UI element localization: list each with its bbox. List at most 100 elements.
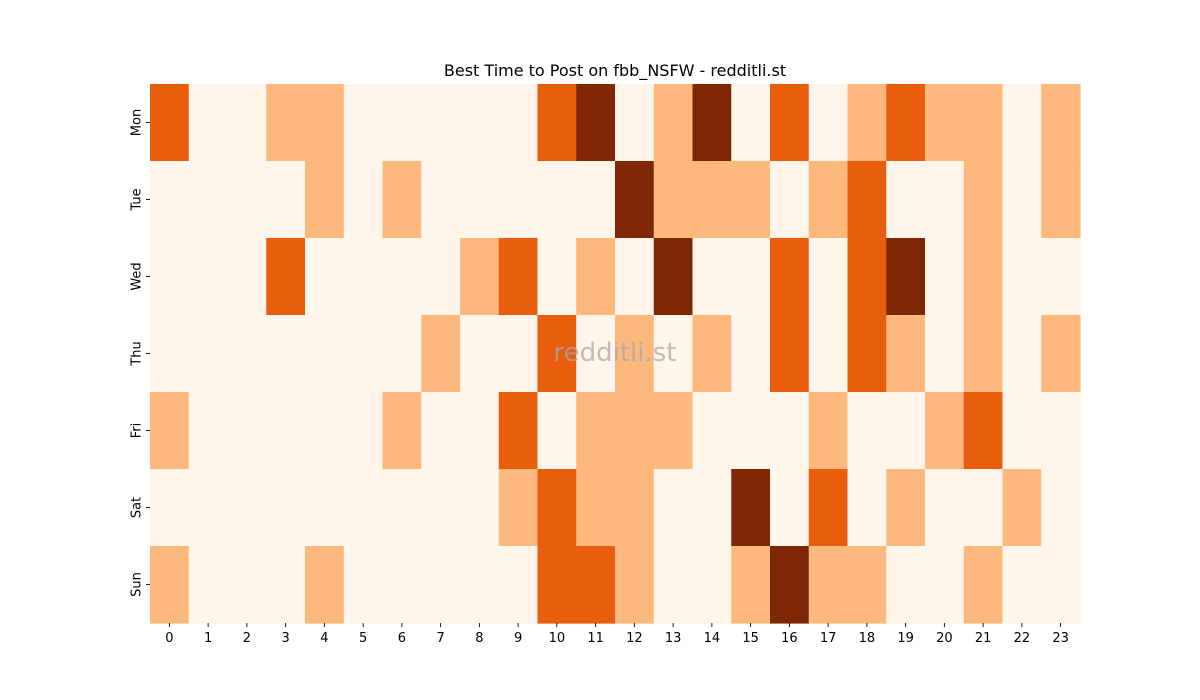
heatmap-cell-fri-18 bbox=[847, 392, 887, 470]
x-tick-label: 18 bbox=[859, 631, 876, 646]
heatmap-cell-mon-18 bbox=[847, 84, 887, 162]
heatmap-cell-tue-19 bbox=[886, 161, 926, 239]
y-tick-label: Tue bbox=[130, 188, 145, 211]
chart-title: Best Time to Post on fbb_NSFW - redditli… bbox=[444, 61, 786, 81]
heatmap-cell-tue-15 bbox=[731, 161, 771, 239]
heatmap-cell-wed-23 bbox=[1041, 238, 1081, 316]
heatmap-cell-wed-0 bbox=[150, 238, 190, 316]
x-axis: 0 1 2 3 4 5 6 7 8 9 10 11 12 13 14 15 16 17 18 19 20 21 22 23 bbox=[165, 623, 1069, 646]
heatmap-cell-sun-11 bbox=[576, 546, 616, 624]
x-tick-label: 11 bbox=[587, 631, 604, 646]
heatmap-cell-sat-11 bbox=[576, 469, 616, 547]
heatmap-cell-thu-3 bbox=[266, 315, 306, 393]
heatmap-cell-mon-4 bbox=[305, 84, 345, 162]
heatmap-cell-wed-21 bbox=[963, 238, 1004, 316]
heatmap-cell-tue-7 bbox=[421, 161, 461, 239]
heatmap-cell-thu-7 bbox=[421, 315, 461, 393]
heatmap-cell-wed-2 bbox=[227, 238, 267, 316]
heatmap-cell-sun-10 bbox=[537, 546, 577, 624]
x-tick-label: 4 bbox=[320, 631, 328, 646]
heatmap-cell-wed-9 bbox=[498, 238, 539, 316]
heatmap-cell-sun-21 bbox=[963, 546, 1004, 624]
heatmap-cell-fri-12 bbox=[615, 392, 655, 470]
heatmap-cell-sun-13 bbox=[653, 546, 694, 624]
x-tick-label: 1 bbox=[204, 631, 212, 646]
x-tick-label: 15 bbox=[742, 631, 759, 646]
heatmap-cell-tue-6 bbox=[382, 161, 422, 239]
heatmap-cell-sat-17 bbox=[808, 469, 849, 547]
heatmap-cell-mon-19 bbox=[886, 84, 926, 162]
heatmap-cell-mon-14 bbox=[692, 84, 732, 162]
heatmap-cell-fri-1 bbox=[188, 392, 229, 470]
heatmap-cell-fri-4 bbox=[305, 392, 345, 470]
heatmap-cell-sun-20 bbox=[925, 546, 965, 624]
heatmap-cell-tue-5 bbox=[343, 161, 384, 239]
heatmap-cell-fri-13 bbox=[653, 392, 694, 470]
heatmap-cell-thu-4 bbox=[305, 315, 345, 393]
heatmap-cell-mon-15 bbox=[731, 84, 771, 162]
heatmap-cell-mon-6 bbox=[382, 84, 422, 162]
heatmap-cell-sun-8 bbox=[460, 546, 500, 624]
heatmap-cell-mon-17 bbox=[808, 84, 849, 162]
heatmap-cell-fri-8 bbox=[460, 392, 500, 470]
heatmap-cell-tue-16 bbox=[770, 161, 810, 239]
heatmap-cell-tue-23 bbox=[1041, 161, 1081, 239]
heatmap-cell-tue-9 bbox=[498, 161, 539, 239]
heatmap-cell-thu-12 bbox=[615, 315, 655, 393]
heatmap-cell-sun-9 bbox=[498, 546, 539, 624]
x-tick-label: 0 bbox=[165, 631, 173, 646]
heatmap-cell-sun-12 bbox=[615, 546, 655, 624]
heatmap-cell-thu-2 bbox=[227, 315, 267, 393]
heatmap-cell-sun-2 bbox=[227, 546, 267, 624]
heatmap-cell-thu-23 bbox=[1041, 315, 1081, 393]
heatmap-cell-sat-9 bbox=[498, 469, 539, 547]
heatmap-cell-thu-22 bbox=[1002, 315, 1042, 393]
heatmap-cell-sat-19 bbox=[886, 469, 926, 547]
heatmap-cell-wed-12 bbox=[615, 238, 655, 316]
heatmap-cell-sat-3 bbox=[266, 469, 306, 547]
heatmap-cell-mon-22 bbox=[1002, 84, 1042, 162]
heatmap-cell-tue-8 bbox=[460, 161, 500, 239]
heatmap-cell-sat-5 bbox=[343, 469, 384, 547]
heatmap-cell-thu-6 bbox=[382, 315, 422, 393]
heatmap-cell-fri-22 bbox=[1002, 392, 1042, 470]
watermark: redditli.st bbox=[554, 338, 677, 368]
heatmap-cell-tue-0 bbox=[150, 161, 190, 239]
heatmap-cell-thu-16 bbox=[770, 315, 810, 393]
heatmap-cell-sat-4 bbox=[305, 469, 345, 547]
heatmap-cell-mon-8 bbox=[460, 84, 500, 162]
x-tick-label: 6 bbox=[398, 631, 406, 646]
heatmap-cell-wed-14 bbox=[692, 238, 732, 316]
heatmap-cell-fri-19 bbox=[886, 392, 926, 470]
heatmap-cell-mon-3 bbox=[266, 84, 306, 162]
x-tick-label: 7 bbox=[436, 631, 444, 646]
heatmap-cell-sat-13 bbox=[653, 469, 694, 547]
x-tick-label: 21 bbox=[975, 631, 992, 646]
x-tick-label: 3 bbox=[281, 631, 289, 646]
heatmap-cell-sun-17 bbox=[808, 546, 849, 624]
heatmap-cell-sat-8 bbox=[460, 469, 500, 547]
heatmap-cell-tue-13 bbox=[653, 161, 694, 239]
heatmap-cell-sat-0 bbox=[150, 469, 190, 547]
heatmap-cell-fri-23 bbox=[1041, 392, 1081, 470]
heatmap-cell-sun-5 bbox=[343, 546, 384, 624]
x-tick-label: 13 bbox=[665, 631, 682, 646]
heatmap-cell-sat-18 bbox=[847, 469, 887, 547]
heatmap-cell-sun-6 bbox=[382, 546, 422, 624]
y-tick-label: Sun bbox=[130, 572, 145, 597]
heatmap-cell-wed-22 bbox=[1002, 238, 1042, 316]
heatmap-cell-fri-9 bbox=[498, 392, 539, 470]
heatmap-cell-fri-17 bbox=[808, 392, 849, 470]
y-tick-label: Mon bbox=[130, 109, 145, 136]
heatmap-cell-fri-7 bbox=[421, 392, 461, 470]
heatmap-cell-wed-17 bbox=[808, 238, 849, 316]
x-tick-label: 22 bbox=[1014, 631, 1031, 646]
heatmap-cell-fri-5 bbox=[343, 392, 384, 470]
heatmap-cell-wed-11 bbox=[576, 238, 616, 316]
heatmap-cell-sun-7 bbox=[421, 546, 461, 624]
heatmap-cell-sat-22 bbox=[1002, 469, 1042, 547]
heatmap-cell-thu-9 bbox=[498, 315, 539, 393]
heatmap-cell-mon-7 bbox=[421, 84, 461, 162]
heatmap-cell-mon-23 bbox=[1041, 84, 1081, 162]
